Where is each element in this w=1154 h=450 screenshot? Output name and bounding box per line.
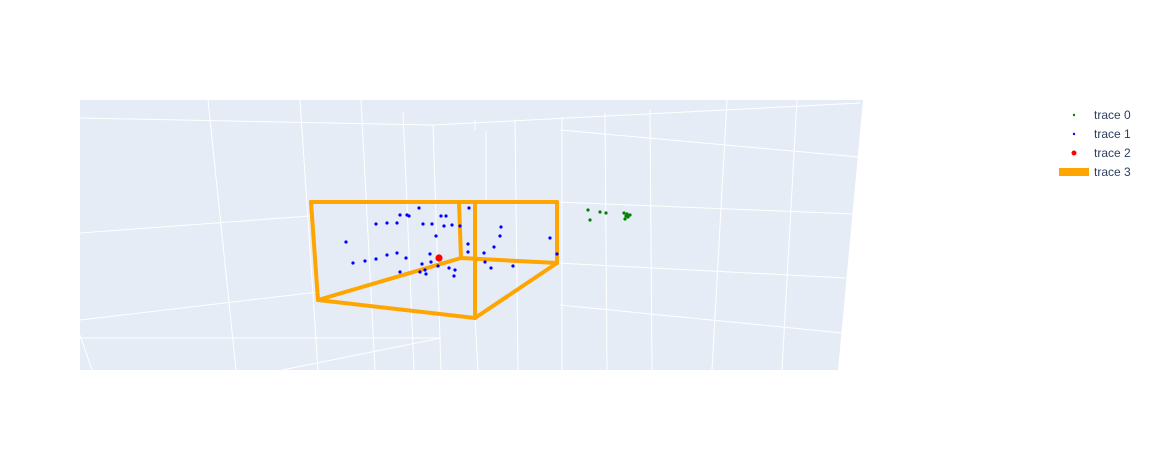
scene-background — [80, 100, 863, 370]
trace-0-point[interactable] — [598, 210, 602, 214]
trace-1-point[interactable] — [466, 242, 470, 246]
trace-1-point[interactable] — [447, 266, 451, 270]
trace-1-point[interactable] — [466, 250, 470, 254]
trace-3-segment-4[interactable] — [309, 200, 320, 302]
trace-1-point[interactable] — [511, 264, 515, 268]
trace-1-point[interactable] — [363, 259, 367, 263]
trace-1-point[interactable] — [395, 221, 399, 225]
legend-swatch — [1072, 132, 1076, 136]
trace-1-point[interactable] — [458, 224, 462, 228]
trace-0-point[interactable] — [623, 217, 627, 221]
trace-0-point[interactable] — [622, 211, 626, 215]
trace-1-point[interactable] — [421, 222, 425, 226]
legend-swatch — [1059, 168, 1089, 176]
trace-1-point[interactable] — [428, 252, 432, 256]
trace-3-segment-2[interactable] — [473, 261, 559, 320]
trace-1-point[interactable] — [430, 222, 434, 226]
trace-1-point[interactable] — [450, 223, 454, 227]
trace-3-lines — [309, 200, 559, 320]
trace-1-point[interactable] — [467, 206, 471, 210]
legend-item-trace-3[interactable]: trace 3 — [1059, 165, 1131, 179]
trace-1-point[interactable] — [404, 256, 408, 260]
trace-1-point[interactable] — [424, 272, 428, 276]
trace-1-point[interactable] — [442, 224, 446, 228]
trace-1-point[interactable] — [429, 260, 433, 264]
trace-1-point[interactable] — [434, 234, 438, 238]
trace-1-point[interactable] — [439, 214, 443, 218]
trace-1-point[interactable] — [555, 252, 559, 256]
trace-1-point[interactable] — [483, 260, 487, 264]
trace-1-point[interactable] — [420, 262, 424, 266]
trace-1-point[interactable] — [395, 251, 399, 255]
trace-1-point[interactable] — [482, 251, 486, 255]
trace-1-point[interactable] — [452, 274, 456, 278]
trace-1-point[interactable] — [444, 214, 448, 218]
legend[interactable]: trace 0 trace 1 trace 2 trace 3 — [1059, 108, 1131, 179]
trace-1-point[interactable] — [344, 240, 348, 244]
trace-2-point[interactable] — [435, 254, 443, 262]
legend-label: trace 1 — [1094, 127, 1131, 141]
trace-1-point[interactable] — [418, 270, 422, 274]
trace-1-point[interactable] — [453, 268, 457, 272]
trace-1-point[interactable] — [407, 214, 411, 218]
trace-1-point[interactable] — [398, 270, 402, 274]
scene-grid — [79, 99, 861, 371]
trace-0-point[interactable] — [586, 208, 590, 212]
trace-1-point[interactable] — [398, 213, 402, 217]
legend-swatch — [1071, 150, 1077, 156]
trace-1-point[interactable] — [498, 234, 502, 238]
legend-label: trace 3 — [1094, 165, 1131, 179]
trace-1-point[interactable] — [374, 257, 378, 261]
trace-1-point[interactable] — [374, 222, 378, 226]
trace-0-point[interactable] — [628, 213, 632, 217]
legend-item-trace-2[interactable]: trace 2 — [1071, 146, 1132, 160]
trace-1-point[interactable] — [417, 206, 421, 210]
legend-swatch — [1072, 113, 1076, 117]
markers-layer — [344, 206, 632, 278]
legend-item-trace-0[interactable]: trace 0 — [1072, 108, 1131, 122]
trace-1-point[interactable] — [351, 261, 355, 265]
trace-0-point[interactable] — [588, 218, 592, 222]
trace-1-point[interactable] — [385, 221, 389, 225]
trace-0-point[interactable] — [624, 214, 628, 218]
trace-1-point[interactable] — [492, 245, 496, 249]
trace-3-segment-3[interactable] — [316, 298, 477, 320]
trace-0-point[interactable] — [604, 211, 608, 215]
legend-item-trace-1[interactable]: trace 1 — [1072, 127, 1131, 141]
legend-label: trace 2 — [1094, 146, 1131, 160]
trace-1-point[interactable] — [499, 225, 503, 229]
trace-3-segment-7[interactable] — [457, 200, 463, 260]
trace-1-point[interactable] — [385, 253, 389, 257]
legend-label: trace 0 — [1094, 108, 1131, 122]
trace-1-point[interactable] — [489, 266, 493, 270]
trace-1-point[interactable] — [423, 268, 427, 272]
trace-1-point[interactable] — [436, 264, 440, 268]
trace-1-point[interactable] — [548, 236, 552, 240]
